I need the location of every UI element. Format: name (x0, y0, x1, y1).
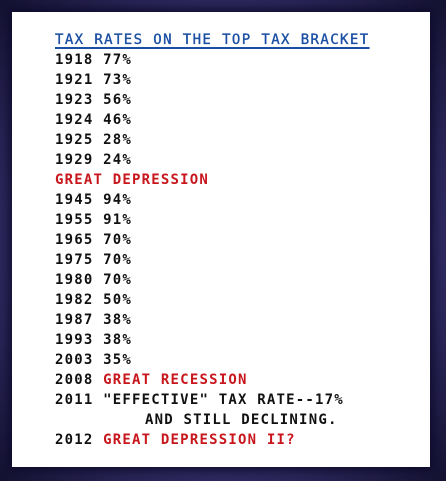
row-rate: 28% (103, 132, 133, 148)
rate-row-1982: 1982 50% (55, 290, 420, 310)
effective-rate-text: "EFFECTIVE" TAX RATE--17% (103, 392, 344, 408)
row-rate: 56% (103, 92, 133, 108)
rate-row-1921: 1921 73% (55, 70, 420, 90)
tax-rate-list: TAX RATES ON THE TOP TAX BRACKET 1918 77… (55, 30, 420, 450)
page-title: TAX RATES ON THE TOP TAX BRACKET (55, 32, 370, 48)
rate-row-1980: 1980 70% (55, 270, 420, 290)
row-year: 2012 (55, 432, 94, 448)
row-rate: 35% (103, 352, 133, 368)
row-rate: 70% (103, 232, 133, 248)
row-rate: 38% (103, 312, 133, 328)
row-rate: 38% (103, 332, 133, 348)
row-year: 1923 (55, 92, 94, 108)
row-2012: 2012 GREAT DEPRESSION II? (55, 430, 420, 450)
row-year: 1993 (55, 332, 94, 348)
row-rate: 70% (103, 252, 133, 268)
row-year: 1965 (55, 232, 94, 248)
row-year: 1987 (55, 312, 94, 328)
rate-row-1965: 1965 70% (55, 230, 420, 250)
row-year: 1918 (55, 52, 94, 68)
row-year: 1924 (55, 112, 94, 128)
row-rate: 94% (103, 192, 133, 208)
row-rate: 46% (103, 112, 133, 128)
rate-row-2003: 2003 35% (55, 350, 420, 370)
row-year: 1980 (55, 272, 94, 288)
event-great-depression: GREAT DEPRESSION (55, 172, 210, 188)
row-rate: 77% (103, 52, 133, 68)
rate-row-1924: 1924 46% (55, 110, 420, 130)
row-year: 2011 (55, 392, 94, 408)
row-year: 1955 (55, 212, 94, 228)
row-year: 2003 (55, 352, 94, 368)
rate-row-1918: 1918 77% (55, 50, 420, 70)
event-great-depression-ii: GREAT DEPRESSION II? (103, 432, 296, 448)
rate-row-1945: 1945 94% (55, 190, 420, 210)
rate-row-1955: 1955 91% (55, 210, 420, 230)
row-year: 1925 (55, 132, 94, 148)
row-year: 1921 (55, 72, 94, 88)
rate-row-1929: 1929 24% (55, 150, 420, 170)
row-2011: 2011 "EFFECTIVE" TAX RATE--17% (55, 390, 420, 410)
row-2008: 2008 GREAT RECESSION (55, 370, 420, 390)
row-rate: 73% (103, 72, 133, 88)
row-rate: 70% (103, 272, 133, 288)
row-rate: 91% (103, 212, 133, 228)
rate-row-1923: 1923 56% (55, 90, 420, 110)
row-year: 2008 (55, 372, 94, 388)
row-year: 1945 (55, 192, 94, 208)
row-year: 1929 (55, 152, 94, 168)
row-rate: 50% (103, 292, 133, 308)
rate-row-1987: 1987 38% (55, 310, 420, 330)
rate-row-1993: 1993 38% (55, 330, 420, 350)
row-year: 1982 (55, 292, 94, 308)
rate-row-1925: 1925 28% (55, 130, 420, 150)
content-panel: TAX RATES ON THE TOP TAX BRACKET 1918 77… (12, 12, 430, 467)
row-year: 1975 (55, 252, 94, 268)
event-great-recession: GREAT RECESSION (103, 372, 248, 388)
rate-row-1975: 1975 70% (55, 250, 420, 270)
row-rate: 24% (103, 152, 133, 168)
row-2011-continuation: AND STILL DECLINING. (145, 412, 338, 428)
